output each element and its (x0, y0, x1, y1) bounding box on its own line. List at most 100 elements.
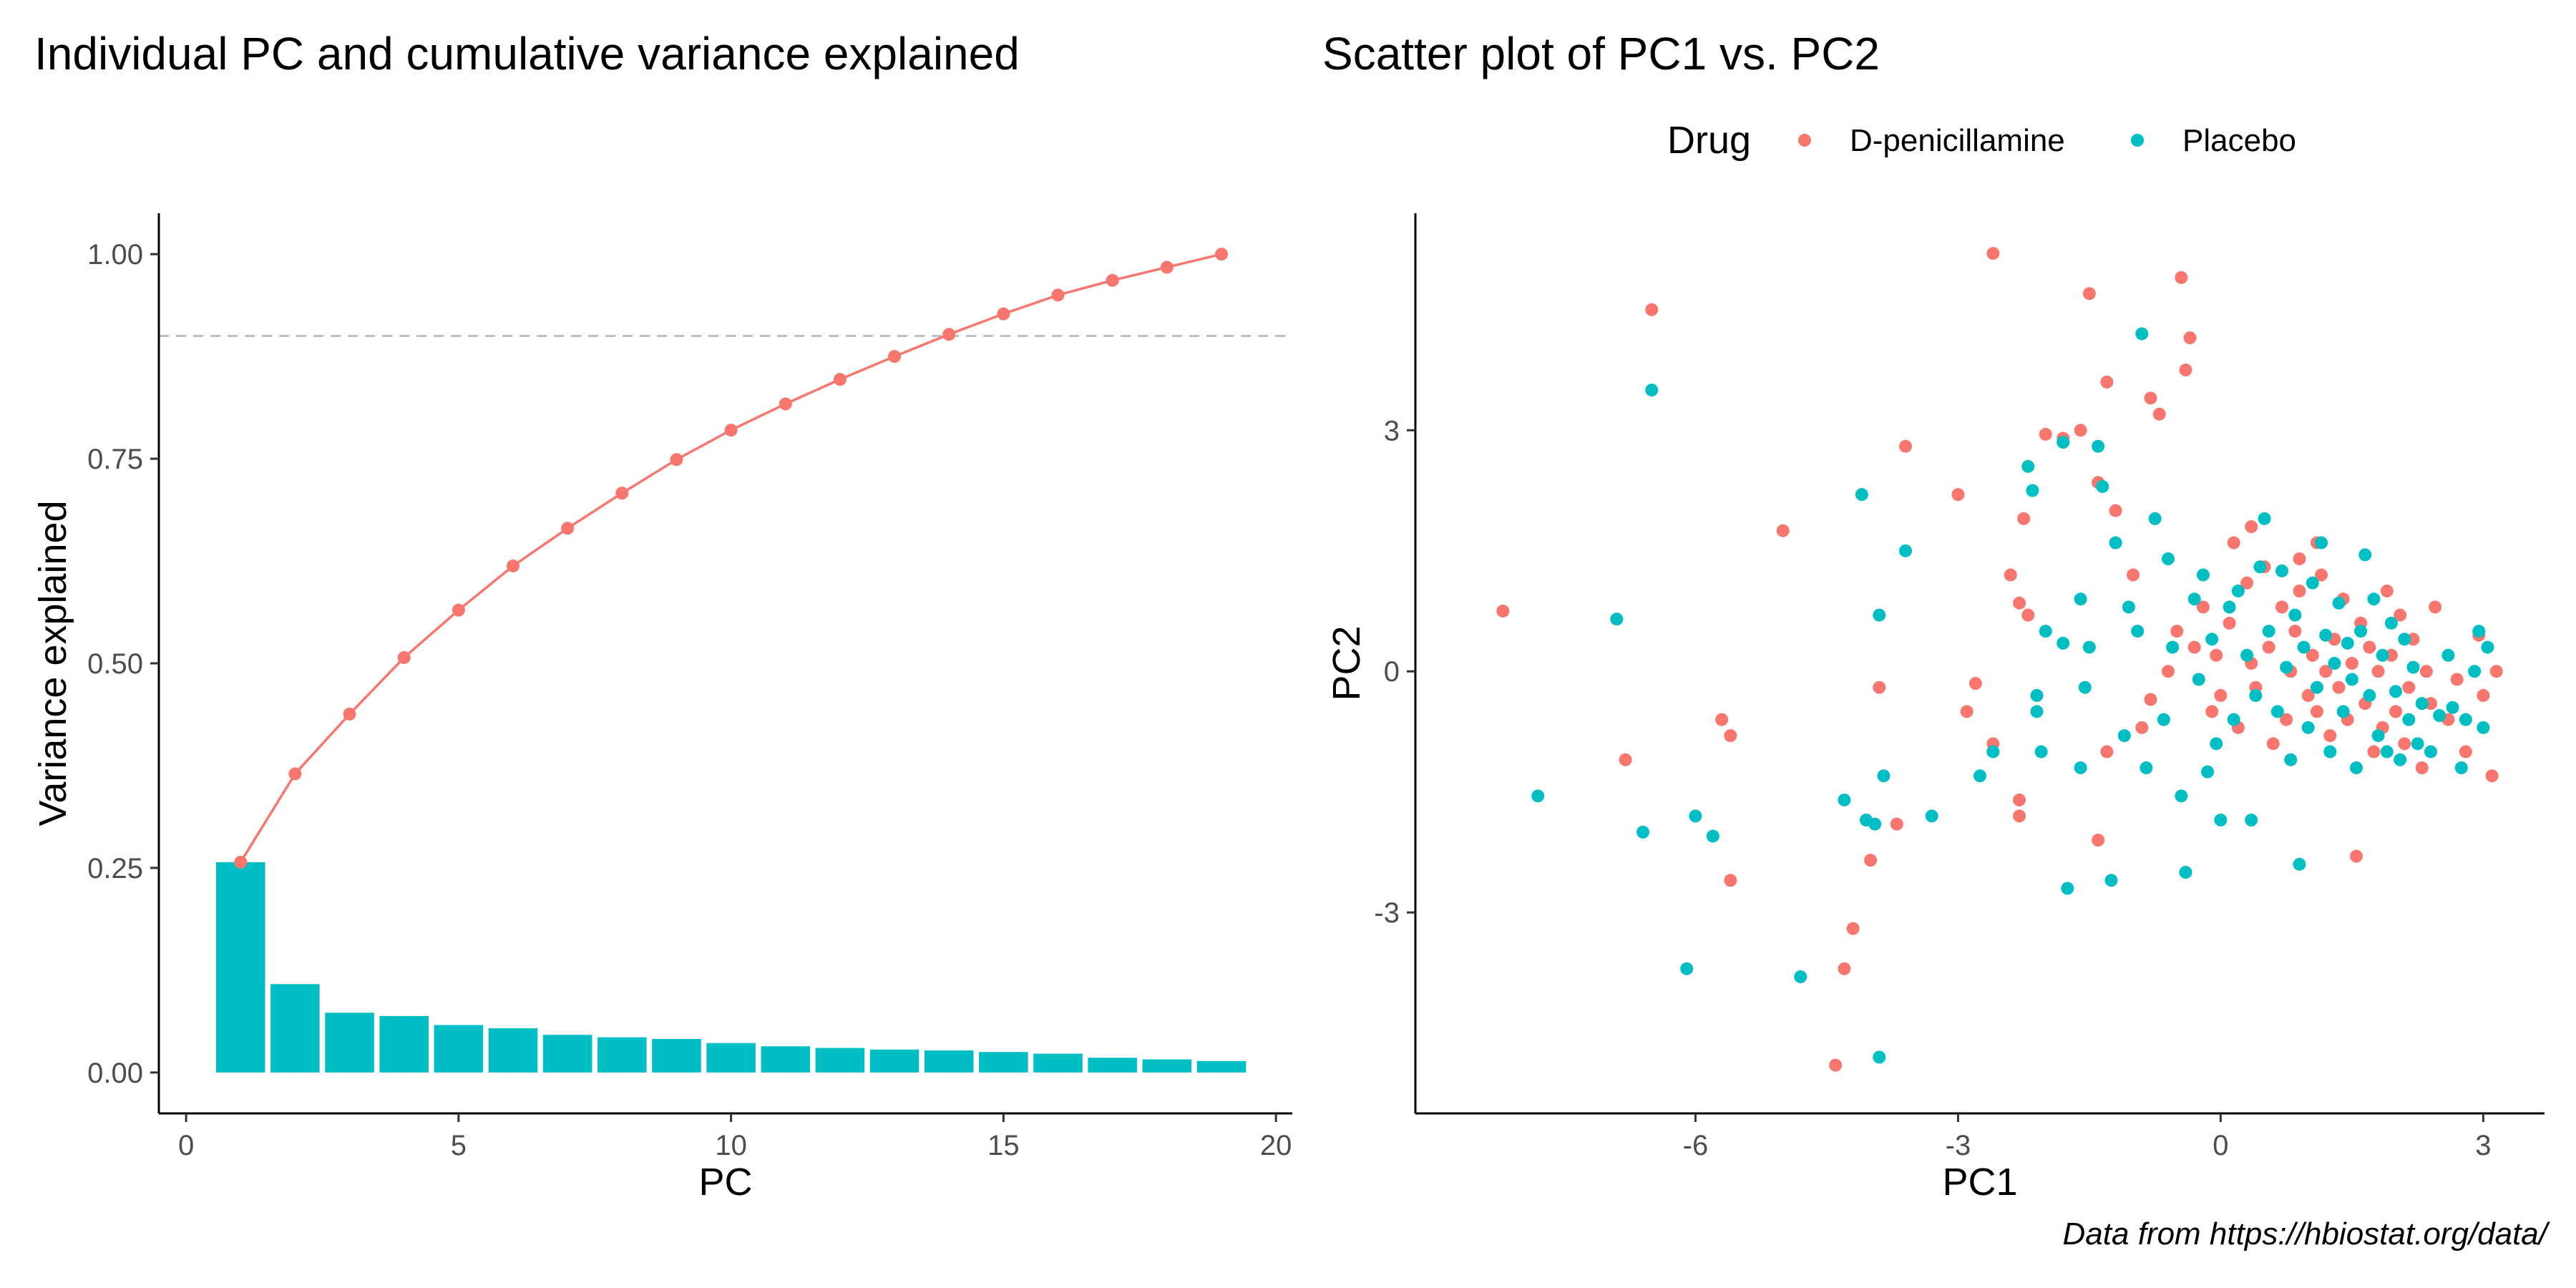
cumulative-point (779, 397, 792, 411)
scatter-point (2402, 680, 2416, 694)
scatter-point (2135, 721, 2149, 734)
scatter-point (2485, 769, 2499, 783)
variance-bar (761, 1046, 811, 1073)
scatter-point (2306, 648, 2319, 662)
scatter-point (2415, 761, 2429, 775)
legend-key (2131, 134, 2144, 147)
scatter-point (2026, 484, 2039, 497)
scatter-point (2419, 665, 2433, 678)
scatter-point (2039, 427, 2052, 441)
scatter-point (2021, 459, 2035, 473)
scatter-point (2205, 705, 2219, 718)
scatter-point (2175, 789, 2188, 803)
right-chart-title: Scatter plot of PC1 vs. PC2 (1322, 28, 1880, 79)
x-tick-label: -6 (1683, 1130, 1709, 1161)
scatter-point (2082, 640, 2096, 654)
scatter-point (2196, 600, 2210, 614)
scatter-point (2315, 536, 2328, 550)
x-tick-label: 20 (1260, 1130, 1292, 1161)
scatter-point (1496, 604, 1510, 618)
scatter-point (2262, 625, 2275, 638)
scatter-point (2061, 882, 2074, 895)
scatter-point (2144, 693, 2157, 706)
scatter-point (2275, 564, 2289, 577)
scatter-point (1890, 817, 1903, 831)
scatter-point (1645, 384, 1659, 397)
scatter-point (2406, 660, 2420, 674)
scatter-point (2384, 616, 2398, 630)
cumulative-point (1215, 248, 1228, 261)
scatter-point (2104, 874, 2118, 887)
scatter-point (2117, 729, 2131, 743)
scatter-point (2013, 793, 2026, 806)
scatter-point (2394, 608, 2407, 622)
scatter-point (1645, 303, 1659, 316)
cumulative-point (833, 373, 847, 386)
cumulative-point (724, 424, 738, 437)
scatter-point (2306, 576, 2319, 590)
scatter-point (2477, 688, 2490, 702)
scatter-point (1680, 962, 1694, 975)
drug-legend: Drug D-penicillamine Placebo (1667, 119, 2296, 162)
scatter-point (1899, 439, 1913, 453)
legend-key (1798, 134, 1811, 147)
x-axis-title: PC1 (1942, 1161, 2017, 1204)
cumulative-point (1051, 288, 1065, 302)
scatter-point (2100, 745, 2114, 758)
scatter-point (2459, 713, 2472, 726)
scatter-point (2223, 616, 2236, 630)
scatter-point (2371, 665, 2385, 678)
scatter-point (1855, 488, 1868, 502)
x-tick-label: 3 (2475, 1130, 2491, 1161)
scatter-point (1846, 922, 1860, 935)
scatter-point (2039, 625, 2052, 638)
scatter-point (2332, 596, 2346, 610)
scatter-point (2398, 633, 2411, 646)
scatter-point (2140, 761, 2153, 775)
x-tick-label: 5 (451, 1130, 467, 1161)
y-axis-title: Variance explained (31, 500, 74, 826)
scatter-point (2074, 424, 2087, 437)
scatter-point (1531, 789, 1545, 803)
cumulative-point (343, 707, 356, 721)
x-tick-label: 10 (715, 1130, 747, 1161)
scatter-point (1968, 677, 1982, 691)
scatter-point (2319, 665, 2333, 678)
x-tick-label: 15 (987, 1130, 1020, 1161)
scatter-point (2192, 673, 2205, 686)
variance-bar (1196, 1060, 1246, 1073)
variance-bar (1088, 1058, 1137, 1073)
variance-bar (542, 1035, 592, 1073)
y-tick-label: 0.25 (87, 853, 143, 884)
variance-bar (869, 1049, 919, 1073)
scatter-point (2092, 439, 2105, 453)
scatter-point (2135, 327, 2149, 341)
scatter-point (2214, 688, 2228, 702)
scatter-point (1877, 769, 1890, 783)
scatter-point (2297, 640, 2311, 654)
scatter-point (2371, 729, 2385, 743)
legend-title: Drug (1667, 119, 1751, 162)
legend-label: D-penicillamine (1850, 123, 2065, 158)
scatter-point (1838, 962, 1851, 975)
scatter-point (2082, 287, 2096, 301)
cumulative-point (561, 522, 575, 535)
scatter-point (1715, 713, 1729, 726)
scatter-point (1974, 769, 1986, 783)
scatter-point (2157, 713, 2170, 726)
y-tick-label: 3 (1384, 415, 1400, 447)
scatter-point (2074, 761, 2087, 775)
scatter-point (2214, 814, 2228, 827)
scatter-point (1951, 488, 1965, 502)
scatter-point (2280, 660, 2293, 674)
x-tick-label: 0 (178, 1130, 194, 1161)
y-tick-label: 1.00 (87, 239, 143, 270)
scatter-point (2258, 512, 2271, 525)
scatter-point (2187, 592, 2201, 606)
scatter-point (2096, 479, 2109, 493)
scatter-point (2293, 857, 2306, 871)
scatter-point (2227, 713, 2240, 726)
scatter-point (2201, 765, 2215, 779)
scatter-point (2341, 636, 2354, 650)
scatter-point (2275, 600, 2289, 614)
